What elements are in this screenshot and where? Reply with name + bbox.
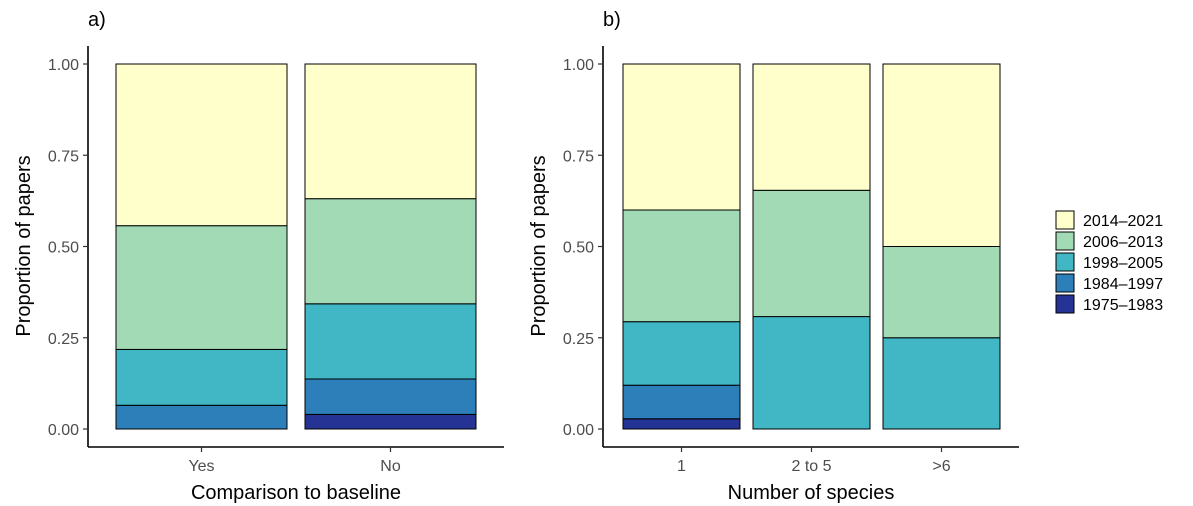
panel-b-y-tick-label: 1.00 [563,57,594,74]
panel-b-xlabel: Number of species [728,482,895,504]
panel-a-x-tick-label: No [380,458,401,475]
panel-b-bar-6-series-2 [882,337,1001,430]
panel-a-bar-no-series-4 [304,63,477,200]
panel-b-bar-2-to-5-series-4 [752,63,871,191]
legend-label-0: 2014–2021 [1083,213,1163,230]
panel-b-y-tick-label: 0.50 [563,240,594,257]
panel-b-bars [622,63,1001,430]
panel-a-bar-no-series-3 [304,198,477,305]
panel-a-axes: 0.00 0.25 0.50 0.75 1.00 Yes No [48,46,504,475]
legend-label-1: 2006–2013 [1083,234,1163,251]
panel-a-bar-yes-series-4 [115,63,288,227]
legend-key-0 [1055,210,1075,230]
panel-b: b) 0.00 0.25 0.50 0.75 1.00 1 2 to 5 >6 Number … [528,9,1019,504]
panel-b-bar-1-series-4 [622,63,741,211]
panel-a-bar-no-series-2 [304,303,477,380]
legend-key-2 [1055,252,1075,272]
panel-a-y-tick-label: 0.75 [48,148,79,165]
panel-b-x-tick-label: 1 [677,458,686,475]
panel-b-bar-2-to-5-series-2 [752,316,871,430]
panel-a-y-tick-label: 0.25 [48,331,79,348]
panel-b-y-tick-label: 0.00 [563,422,594,439]
panel-b-label: b) [603,9,621,31]
panel-a-x-tick-label: Yes [188,458,214,475]
legend-key-4 [1055,294,1075,314]
legend-key-1 [1055,231,1075,251]
legend-label-2: 1998–2005 [1083,255,1163,272]
panel-a-bar-no-series-0 [304,413,477,430]
panel-a-y-tick-label: 0.00 [48,422,79,439]
panel-a: a) 0.00 0.25 0.50 0.75 1.00 Yes No Comparison … [13,9,504,504]
panel-b-bar-1-series-2 [622,321,741,386]
panel-b-bar-1-series-0 [622,418,741,430]
panel-b-bar-2-to-5-series-3 [752,189,871,318]
panel-a-xlabel: Comparison to baseline [191,482,401,504]
panel-a-bar-yes-series-1 [115,404,288,430]
legend-label-4: 1975–1983 [1083,297,1163,314]
panel-a-label: a) [88,9,106,31]
panel-b-y-tick-label: 0.25 [563,331,594,348]
panel-a-ylabel: Proportion of papers [13,155,35,336]
panel-b-bar-6-series-3 [882,246,1001,339]
panel-b-ylabel: Proportion of papers [528,155,550,336]
panel-a-bar-yes-series-2 [115,348,288,406]
panel-b-bar-1-series-1 [622,384,741,420]
panel-b-y-tick-label: 0.75 [563,148,594,165]
legend-label-3: 1984–1997 [1083,276,1163,293]
legend-key-3 [1055,273,1075,293]
legend: 2014–2021 2006–2013 1998–2005 1984–1997 1975… [1055,210,1163,314]
panel-a-bar-no-series-1 [304,378,477,415]
panel-b-bar-1-series-3 [622,209,741,323]
panel-b-axes: 0.00 0.25 0.50 0.75 1.00 1 2 to 5 >6 [563,46,1019,475]
panel-a-y-tick-label: 0.50 [48,240,79,257]
panel-b-bar-6-series-4 [882,63,1001,247]
panel-b-x-tick-label: >6 [932,458,950,475]
panel-a-bars [115,63,477,430]
panel-b-x-tick-label: 2 to 5 [791,458,831,475]
panel-a-bar-yes-series-3 [115,225,288,350]
panel-a-y-tick-label: 1.00 [48,57,79,74]
